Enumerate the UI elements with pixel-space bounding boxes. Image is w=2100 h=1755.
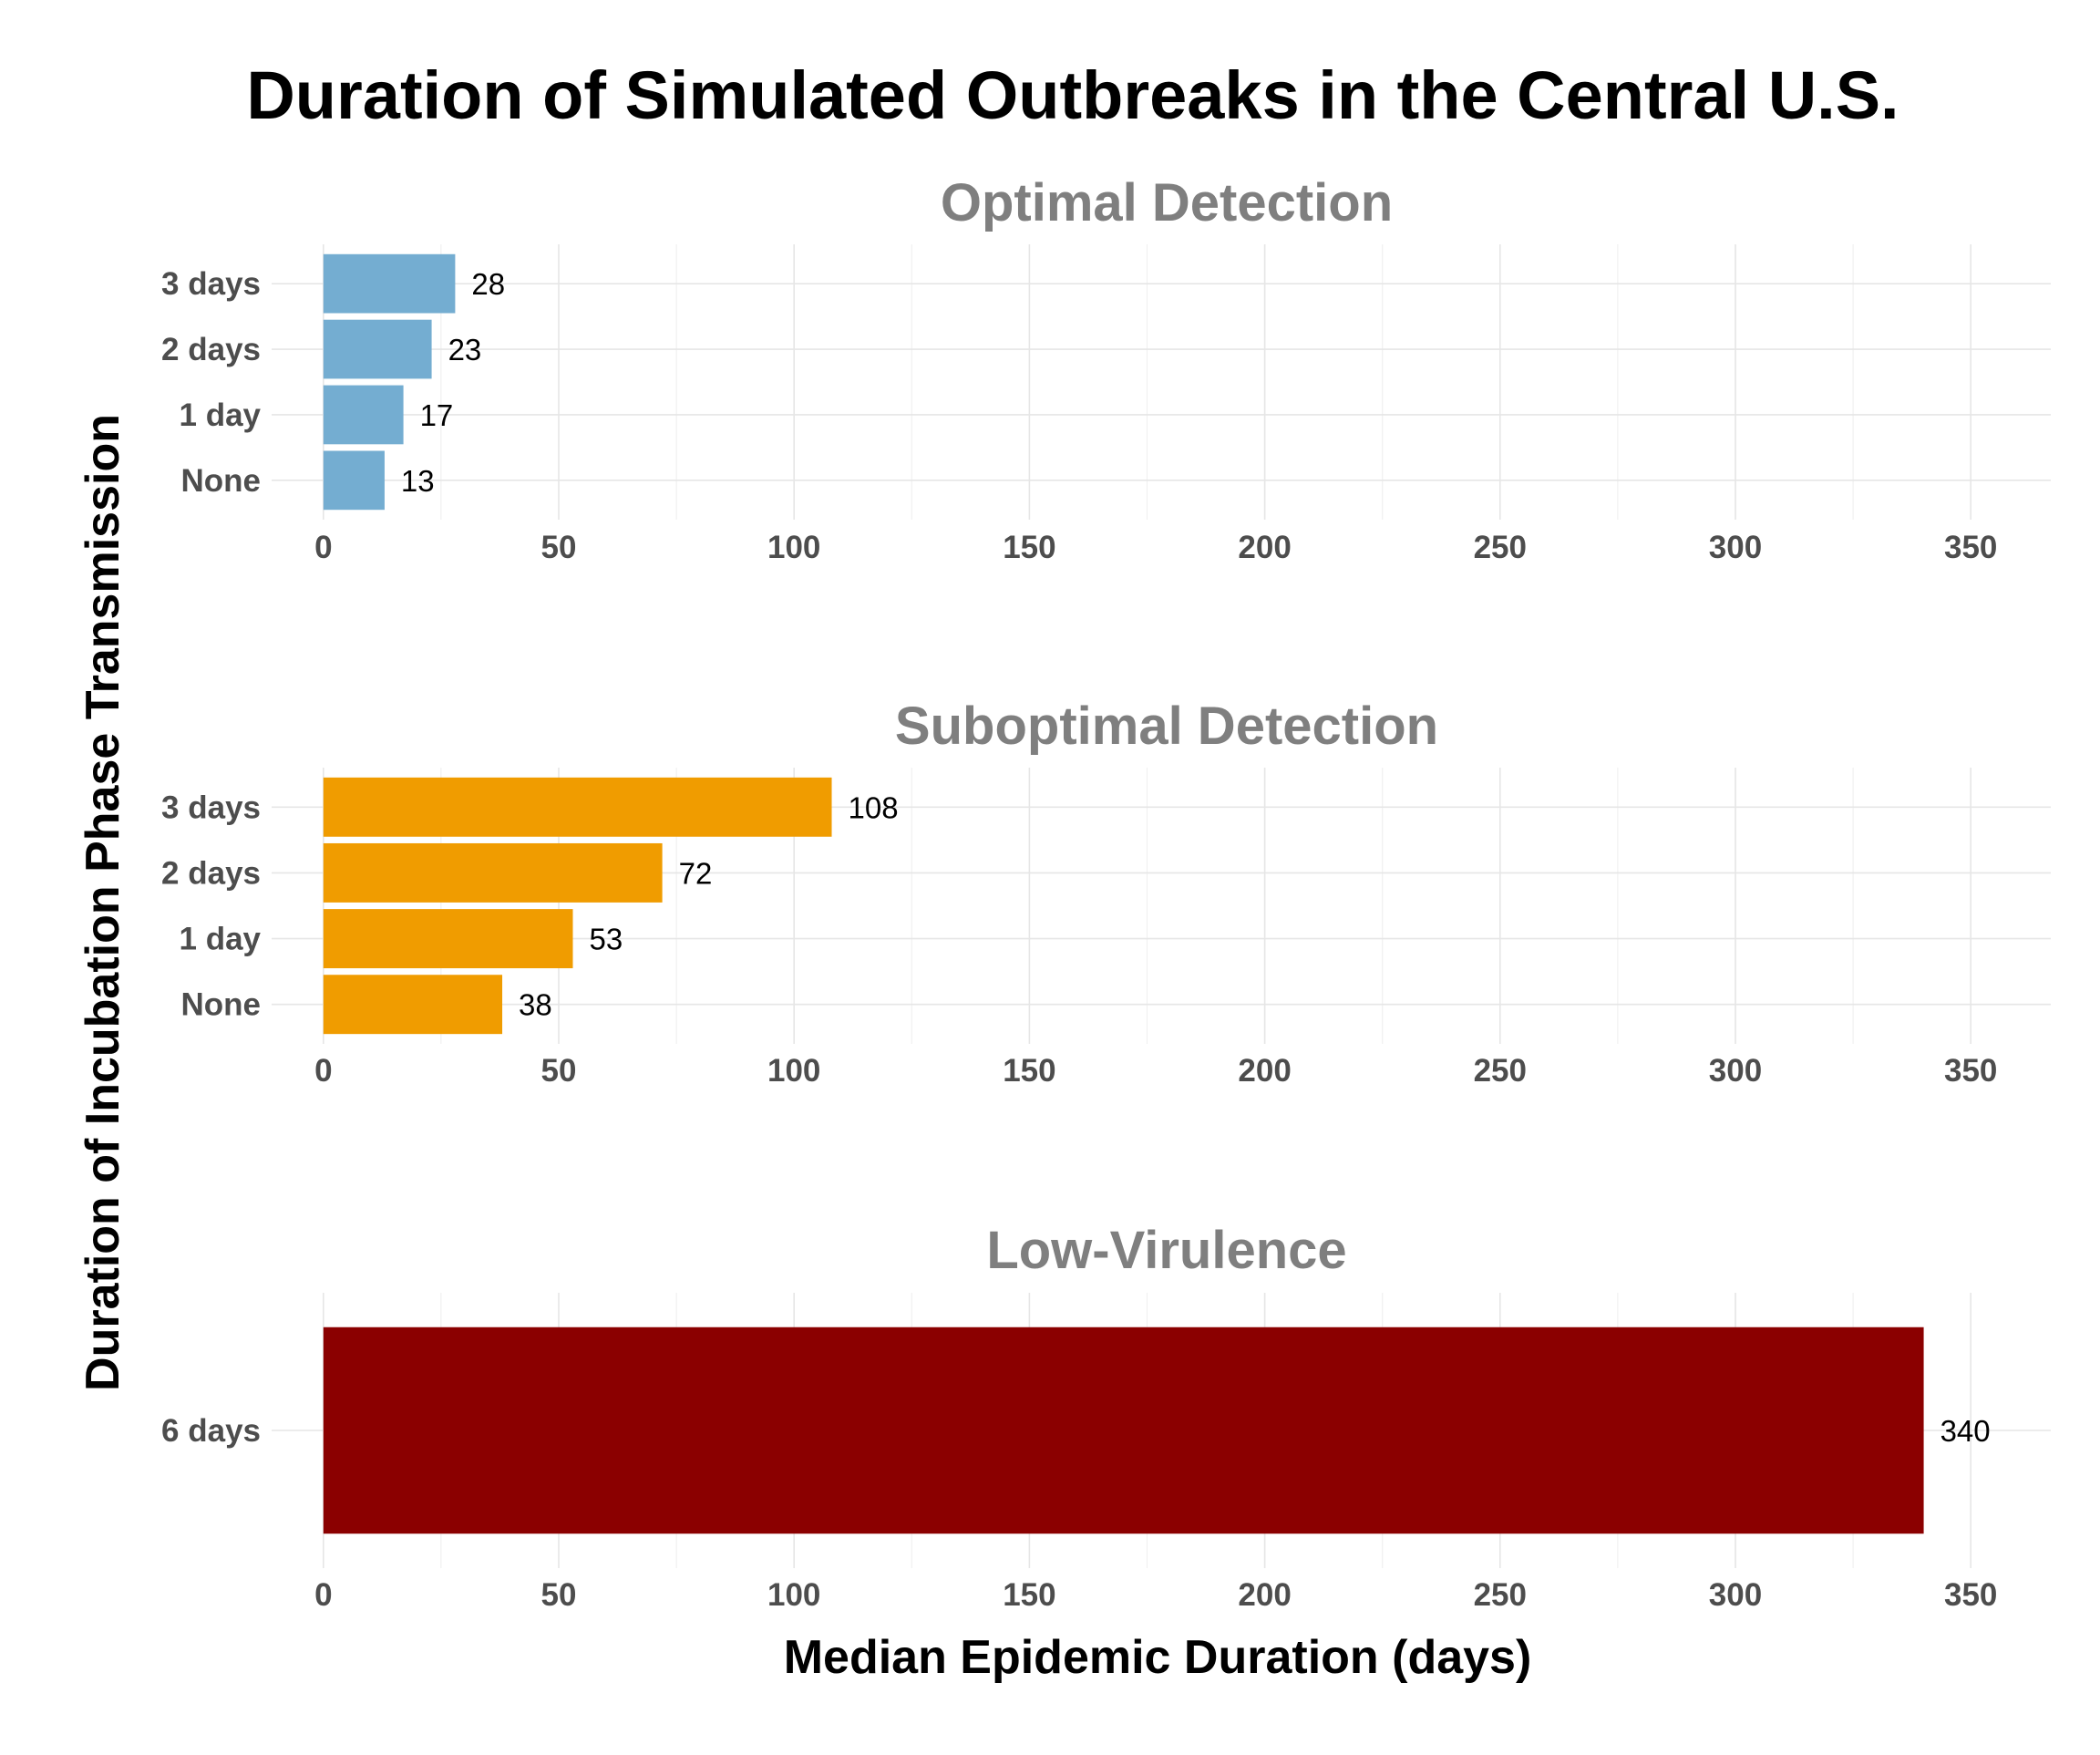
x-tick-label: 150 bbox=[1003, 1577, 1055, 1613]
x-tick-label: 300 bbox=[1709, 1053, 1762, 1089]
data-label: 23 bbox=[448, 333, 482, 366]
panel-title: Low-Virulence bbox=[986, 1221, 1346, 1280]
bar bbox=[323, 777, 832, 837]
x-axis-title: Median Epidemic Duration (days) bbox=[784, 1631, 1532, 1684]
x-tick-label: 100 bbox=[767, 1053, 820, 1089]
chart-panels: Optimal Detection 13 None 17 1 day 23 2 days 28… bbox=[161, 173, 2051, 1613]
x-tick-label: 100 bbox=[767, 530, 820, 565]
data-label: 340 bbox=[1940, 1414, 1991, 1448]
x-tick-label: 300 bbox=[1709, 1577, 1762, 1613]
panel-1: Suboptimal Detection 38 None 53 1 day 72 2 day… bbox=[161, 697, 2051, 1089]
x-tick-label: 250 bbox=[1474, 530, 1527, 565]
category-label: 6 days bbox=[161, 1413, 261, 1449]
panel-title: Suboptimal Detection bbox=[895, 697, 1438, 756]
x-tick-label: 350 bbox=[1944, 1577, 1997, 1613]
bar bbox=[323, 253, 456, 314]
data-label: 108 bbox=[849, 790, 899, 824]
x-tick-label: 200 bbox=[1238, 1053, 1291, 1089]
data-label: 53 bbox=[589, 923, 623, 956]
x-tick-label: 200 bbox=[1238, 1577, 1291, 1613]
bar bbox=[323, 1327, 1924, 1534]
y-axis-title: Duration of Incubation Phase Transmissio… bbox=[77, 414, 129, 1391]
panel-0: Optimal Detection 13 None 17 1 day 23 2 days 28… bbox=[161, 173, 2051, 565]
x-tick-label: 100 bbox=[767, 1577, 820, 1613]
data-label: 72 bbox=[679, 856, 713, 890]
category-label: 3 days bbox=[161, 266, 261, 302]
category-label: 2 days bbox=[161, 332, 261, 367]
x-tick-label: 50 bbox=[541, 1577, 577, 1613]
x-tick-label: 350 bbox=[1944, 1053, 1997, 1089]
x-tick-label: 150 bbox=[1003, 530, 1055, 565]
data-label: 13 bbox=[401, 464, 435, 498]
x-tick-label: 0 bbox=[314, 1577, 332, 1613]
category-label: 2 days bbox=[161, 855, 261, 891]
bar bbox=[323, 385, 404, 445]
bar bbox=[323, 909, 573, 969]
x-tick-label: 200 bbox=[1238, 530, 1291, 565]
x-tick-label: 50 bbox=[541, 530, 577, 565]
bar bbox=[323, 975, 503, 1035]
data-label: 28 bbox=[471, 267, 505, 301]
x-tick-label: 250 bbox=[1474, 1577, 1527, 1613]
category-label: 3 days bbox=[161, 790, 261, 825]
category-label: None bbox=[181, 987, 262, 1023]
x-tick-label: 250 bbox=[1474, 1053, 1527, 1089]
data-label: 38 bbox=[519, 988, 552, 1022]
x-tick-label: 0 bbox=[314, 1053, 332, 1089]
bar bbox=[323, 319, 432, 379]
panel-title: Optimal Detection bbox=[941, 173, 1393, 232]
x-tick-label: 300 bbox=[1709, 530, 1762, 565]
x-tick-label: 150 bbox=[1003, 1053, 1055, 1089]
chart-title: Duration of Simulated Outbreaks in the C… bbox=[246, 57, 1899, 133]
x-tick-label: 50 bbox=[541, 1053, 577, 1089]
panel-2: Low-Virulence 340 6 days 0 50 100 150 200 250 300… bbox=[161, 1221, 2051, 1613]
category-label: None bbox=[181, 463, 262, 499]
data-label: 17 bbox=[420, 398, 454, 432]
category-label: 1 day bbox=[180, 922, 262, 957]
bar bbox=[323, 842, 663, 903]
bar bbox=[323, 450, 385, 511]
x-tick-label: 350 bbox=[1944, 530, 1997, 565]
category-label: 1 day bbox=[180, 397, 262, 433]
x-tick-label: 0 bbox=[314, 530, 332, 565]
